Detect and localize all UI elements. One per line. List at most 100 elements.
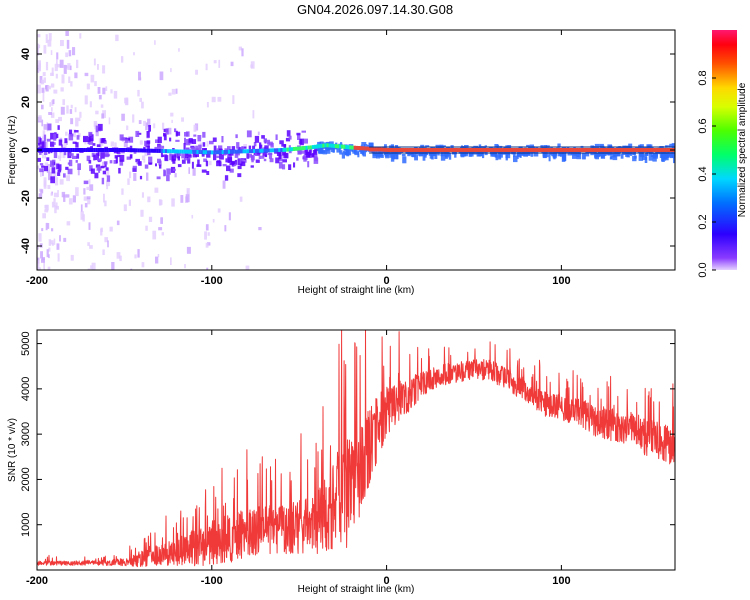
heatmap-band-cell <box>255 152 258 156</box>
heatmap-band-cell <box>216 160 220 163</box>
heatmap-band-cell <box>259 142 262 150</box>
heatmap-noise-cell <box>87 198 91 205</box>
heatmap-ridge-cell <box>148 148 151 153</box>
heatmap-band-cell <box>314 146 317 154</box>
heatmap-band-cell <box>146 131 150 138</box>
heatmap-ridge-cell <box>204 150 207 155</box>
heatmap-band-cell <box>372 152 377 159</box>
heatmap-noise-cell <box>43 181 47 189</box>
heatmap-band-cell <box>198 144 202 151</box>
heatmap-band-cell <box>177 164 182 168</box>
heatmap-band-cell <box>197 159 200 167</box>
heatmap-noise-cell <box>228 212 231 221</box>
heatmap-ridge-cell <box>221 150 224 155</box>
heatmap-ridge-cell <box>41 148 44 152</box>
heatmap-ridge-cell <box>183 149 186 154</box>
heatmap-ridge-cell <box>194 149 197 154</box>
heatmap-noise-cell <box>89 184 94 191</box>
heatmap-band-cell <box>53 133 57 141</box>
heatmap-band-cell <box>46 157 50 161</box>
heatmap-band-cell <box>316 146 322 152</box>
heatmap-band-cell <box>279 140 284 145</box>
heatmap-noise-cell <box>47 184 51 189</box>
heatmap-band-cell <box>169 154 173 157</box>
heatmap-band-cell <box>418 152 424 157</box>
heatmap-band-cell <box>567 152 572 156</box>
heatmap-band-cell <box>154 146 158 150</box>
heatmap-ridge-cell <box>263 148 266 153</box>
heatmap-noise-cell <box>44 154 46 159</box>
heatmap-band-cell <box>246 153 250 159</box>
heatmap-noise-cell <box>86 186 90 190</box>
heatmap-band-cell <box>88 138 94 145</box>
x-tick-label: 100 <box>552 575 570 587</box>
heatmap-band-cell <box>55 133 59 139</box>
heatmap-ridge-cell <box>152 148 155 153</box>
heatmap-ridge-cell <box>97 148 100 152</box>
heatmap-ridge-cell <box>198 150 201 154</box>
heatmap-band-cell <box>191 161 194 169</box>
heatmap-band-cell <box>392 152 396 160</box>
heatmap-noise-cell <box>65 52 68 58</box>
heatmap-band-cell <box>425 145 430 148</box>
heatmap-noise-cell <box>178 48 180 52</box>
heatmap-noise-cell <box>65 31 69 36</box>
heatmap-band-cell <box>72 155 77 159</box>
heatmap-noise-cell <box>125 98 129 106</box>
heatmap-noise-cell <box>70 104 73 109</box>
heatmap-noise-cell <box>65 131 68 136</box>
heatmap-ridge-cell <box>223 150 226 154</box>
heatmap-ridge-cell <box>125 148 128 152</box>
heatmap-band-cell <box>58 164 62 171</box>
snr-panel: -200 -100 0 100 1000 2000 3000 4000 5000 Height … <box>7 329 676 595</box>
heatmap-noise-cell <box>107 240 109 248</box>
heatmap-band-cell <box>283 152 288 159</box>
heatmap-band-cell <box>401 154 406 157</box>
heatmap-band-cell <box>275 134 278 140</box>
heatmap-noise-cell <box>37 34 41 38</box>
heatmap-ridge-cell <box>328 143 331 148</box>
heatmap-noise-cell <box>116 252 121 259</box>
heatmap-band-cell <box>191 139 197 144</box>
heatmap-band-cell <box>50 132 55 140</box>
heatmap-noise-cell <box>54 163 58 170</box>
heatmap-band-cell <box>638 154 644 161</box>
heatmap-noise-cell <box>59 235 61 242</box>
heatmap-noise-cell <box>68 76 71 83</box>
heatmap-band-cell <box>263 138 267 143</box>
heatmap-band-cell <box>299 150 305 154</box>
heatmap-band-cell <box>311 153 315 158</box>
heatmap-band-cell <box>64 138 68 144</box>
heatmap-band-cell <box>251 155 254 163</box>
heatmap-band-cell <box>169 137 172 142</box>
heatmap-noise-cell <box>258 227 262 231</box>
heatmap-band-cell <box>104 162 107 168</box>
heatmap-band-cell <box>332 147 335 153</box>
heatmap-noise-cell <box>76 59 79 69</box>
heatmap-band-cell <box>148 156 153 164</box>
heatmap-noise-cell <box>110 141 114 147</box>
heatmap-ridge-cell <box>72 148 75 152</box>
heatmap-noise-cell <box>161 232 164 236</box>
heatmap-noise-cell <box>63 141 67 148</box>
figure-title: GN04.2026.097.14.30.G08 <box>297 2 453 17</box>
heatmap-band-cell <box>354 149 357 154</box>
heatmap-noise-cell <box>41 104 44 110</box>
heatmap-noise-cell <box>145 122 148 131</box>
heatmap-noise-cell <box>159 199 163 205</box>
heatmap-ridge-cell <box>295 146 298 151</box>
heatmap-noise-cell <box>175 88 178 94</box>
heatmap-ridge-cell <box>114 148 117 152</box>
heatmap-noise-cell <box>90 74 95 83</box>
heatmap-band-cell <box>129 154 133 159</box>
heatmap-noise-cell <box>53 238 56 245</box>
heatmap-band-cell <box>578 152 581 155</box>
heatmap-noise-cell <box>49 171 53 178</box>
heatmap-noise-cell <box>205 242 209 248</box>
heatmap-noise-cell <box>56 64 61 68</box>
heatmap-band-cell <box>249 153 252 158</box>
heatmap-noise-cell <box>207 242 211 246</box>
heatmap-band-cell <box>166 168 171 175</box>
heatmap-band-cell <box>354 150 359 156</box>
